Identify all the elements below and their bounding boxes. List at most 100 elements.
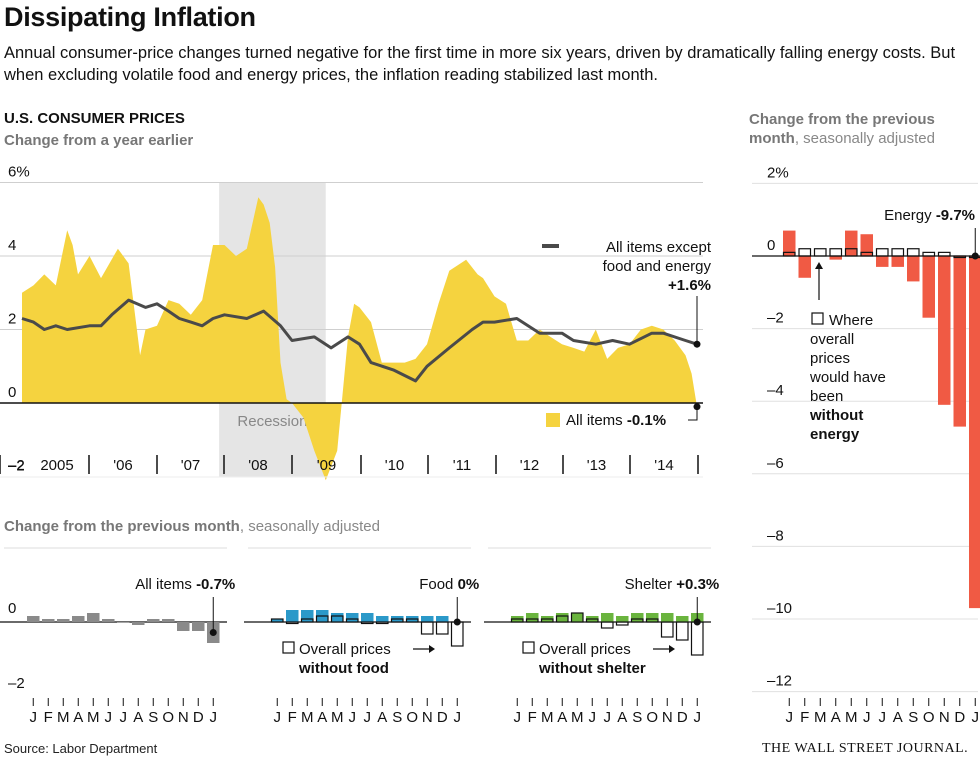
- energy-label: Energy -9.7%: [884, 207, 975, 224]
- energy-month-label: J: [786, 709, 794, 726]
- energy-bar: [891, 256, 904, 267]
- core-legend-line1: All items except: [606, 239, 712, 256]
- shelter-overlay-label: Overall prices: [539, 641, 631, 658]
- energy-title-line2: month: [749, 130, 795, 147]
- shelter-overlay-swatch: [522, 641, 535, 654]
- shelter-month-label: J: [604, 709, 612, 726]
- food-overall-bar: [420, 621, 434, 635]
- energy-bar: [953, 256, 966, 427]
- food-month-label: J: [274, 709, 282, 726]
- energy-bar: [798, 256, 811, 278]
- food-label-part-1: 0%: [458, 576, 480, 593]
- food-overall-bar: [435, 621, 449, 635]
- food-month-label: J: [364, 709, 372, 726]
- energy-month-label: O: [923, 709, 935, 726]
- all-items-month-label: J: [105, 709, 113, 726]
- all-items-label-part-0: All items: [135, 576, 196, 593]
- all-items-bar: [72, 616, 85, 622]
- energy-overlay-swatch: [811, 312, 824, 325]
- energy-month-label: F: [800, 709, 809, 726]
- shelter-month-label: J: [514, 709, 522, 726]
- shelter-overall-bar: [570, 612, 584, 623]
- recession-label: Recession: [237, 413, 307, 430]
- x-tick-label: '06: [113, 457, 133, 474]
- shelter-overall-bar: [600, 621, 614, 629]
- food-overall-bar: [330, 615, 344, 623]
- energy-y-tick: –8: [767, 527, 784, 544]
- shelter-bar: [556, 613, 569, 622]
- food-bar: [376, 616, 389, 622]
- food-overlay-swatch: [282, 641, 295, 654]
- energy-overlay-line: prices: [810, 350, 850, 367]
- shelter-bar: [676, 616, 689, 622]
- energy-y-tick: –2: [767, 310, 784, 327]
- all-items-month-label: J: [210, 709, 218, 726]
- shelter-overall-bar: [510, 618, 524, 623]
- food-overall-bar: [405, 618, 419, 623]
- energy-month-label: S: [908, 709, 918, 726]
- shelter-month-label: J: [589, 709, 597, 726]
- food-month-label: A: [377, 709, 387, 726]
- energy-bar: [938, 256, 951, 405]
- food-month-label: O: [406, 709, 418, 726]
- energy-month-label: J: [879, 709, 887, 726]
- food-overall-bar: [270, 618, 284, 623]
- x-tick-label: '08: [248, 457, 268, 474]
- energy-month-label: J: [972, 709, 980, 726]
- food-overall-bar: [345, 618, 359, 623]
- shelter-bar: [616, 616, 629, 622]
- all-items-bar: [147, 619, 160, 622]
- all-items-month-label: S: [148, 709, 158, 726]
- all-items-bar: [102, 619, 115, 622]
- shelter-bar: [571, 613, 584, 622]
- energy-bar: [876, 256, 889, 267]
- food-bar: [331, 613, 344, 622]
- energy-overall-bar: [875, 248, 889, 257]
- all-items-month-label: A: [73, 709, 83, 726]
- shelter-label: Shelter +0.3%: [625, 576, 720, 593]
- energy-overall-bar: [813, 248, 827, 257]
- food-month-label: N: [422, 709, 433, 726]
- energy-overlay-bold: energy: [810, 426, 860, 443]
- all-items-bar: [177, 622, 190, 631]
- food-label: Food 0%: [419, 576, 479, 593]
- shelter-overall-bar: [675, 621, 689, 641]
- energy-month-label: N: [939, 709, 950, 726]
- all-items-label-part-1: -0.7%: [196, 576, 235, 593]
- energy-y-tick: 0: [767, 237, 775, 254]
- shelter-bar: [526, 613, 539, 622]
- dek: Annual consumer-price changes turned neg…: [4, 44, 956, 84]
- shelter-month-label: F: [528, 709, 537, 726]
- food-month-label: D: [437, 709, 448, 726]
- energy-overall-bar: [906, 248, 920, 257]
- all-items-label: All items -0.7%: [135, 576, 235, 593]
- food-overall-bar: [315, 615, 329, 623]
- monthly-title-bold: Change from the previous month: [4, 518, 240, 535]
- y-tick-label: 0: [8, 384, 16, 401]
- energy-y-tick: –12: [767, 673, 792, 690]
- energy-month-label: M: [814, 709, 827, 726]
- shelter-overall-bar: [555, 615, 569, 623]
- food-month-label: A: [317, 709, 327, 726]
- all-items-legend-swatch: [546, 413, 560, 427]
- energy-overlay-line: Where: [829, 312, 873, 329]
- energy-overlay-line: would have: [809, 369, 886, 386]
- all-items-month-label: F: [44, 709, 53, 726]
- headline: Dissipating Inflation: [4, 2, 256, 32]
- shelter-month-label: M: [541, 709, 554, 726]
- energy-label-part-0: Energy: [884, 207, 936, 224]
- shelter-bar: [661, 613, 674, 622]
- energy-overlay-line: overall: [810, 331, 854, 348]
- all-items-month-label: O: [162, 709, 174, 726]
- shelter-overall-bar: [630, 618, 644, 623]
- food-bar: [421, 616, 434, 622]
- shelter-overall-bar: [615, 621, 629, 626]
- shelter-overall-bar: [660, 621, 674, 638]
- all-items-month-label: J: [30, 709, 38, 726]
- all-items-legend-part-0: All items: [566, 412, 627, 429]
- food-overlay-arrowhead: [429, 645, 435, 653]
- core-legend-line2: food and energy: [603, 258, 712, 275]
- shelter-overall-bar: [585, 618, 599, 623]
- all-items-month-label: N: [178, 709, 189, 726]
